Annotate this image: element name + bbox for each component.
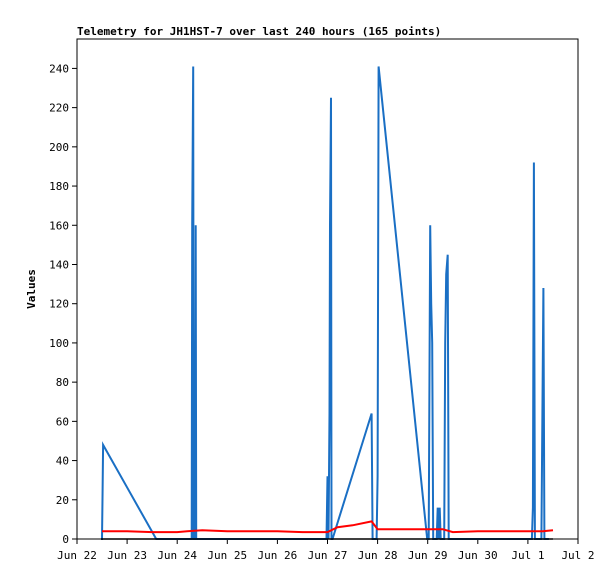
x-tick-label: Jun 25 xyxy=(207,549,247,562)
series-line-1 xyxy=(101,66,549,540)
x-tick-label: Jun 23 xyxy=(107,549,147,562)
x-tick-label: Jun 30 xyxy=(458,549,498,562)
series-line-2 xyxy=(102,520,554,534)
x-axis: Jun 22 Jun 23 Jun 24 Jun 25 Jun 26 Jun 27 Jun … xyxy=(57,539,595,562)
chart-title: Telemetry for JH1HST-7 over last 240 hou… xyxy=(77,25,441,38)
y-axis-label: Values xyxy=(25,269,38,309)
y-tick-label: 0 xyxy=(62,533,69,546)
x-tick-label: Jun 22 xyxy=(57,549,97,562)
series-layer xyxy=(101,66,554,540)
x-tick-label: Jun 29 xyxy=(408,549,448,562)
x-tick-label: Jul 2 xyxy=(561,549,594,562)
y-tick-label: 60 xyxy=(56,415,69,428)
plot-frame xyxy=(76,38,579,540)
x-tick-label: Jun 27 xyxy=(308,549,348,562)
x-tick-label: Jun 28 xyxy=(358,549,398,562)
y-tick-label: 20 xyxy=(56,494,69,507)
y-axis: 0 20 40 60 80 100 120 140 160 180 200 220 240 xyxy=(49,62,77,546)
y-tick-label: 240 xyxy=(49,62,69,75)
y-tick-label: 200 xyxy=(49,141,69,154)
y-tick-label: 40 xyxy=(56,455,69,468)
x-tick-label: Jul 1 xyxy=(511,549,544,562)
y-tick-label: 80 xyxy=(56,376,69,389)
y-tick-label: 100 xyxy=(49,337,69,350)
y-tick-label: 160 xyxy=(49,219,69,232)
y-tick-label: 180 xyxy=(49,180,69,193)
x-tick-label: Jun 26 xyxy=(258,549,298,562)
x-tick-label: Jun 24 xyxy=(157,549,197,562)
y-tick-label: 140 xyxy=(49,258,69,271)
y-tick-label: 220 xyxy=(49,102,69,115)
y-tick-label: 120 xyxy=(49,298,69,311)
